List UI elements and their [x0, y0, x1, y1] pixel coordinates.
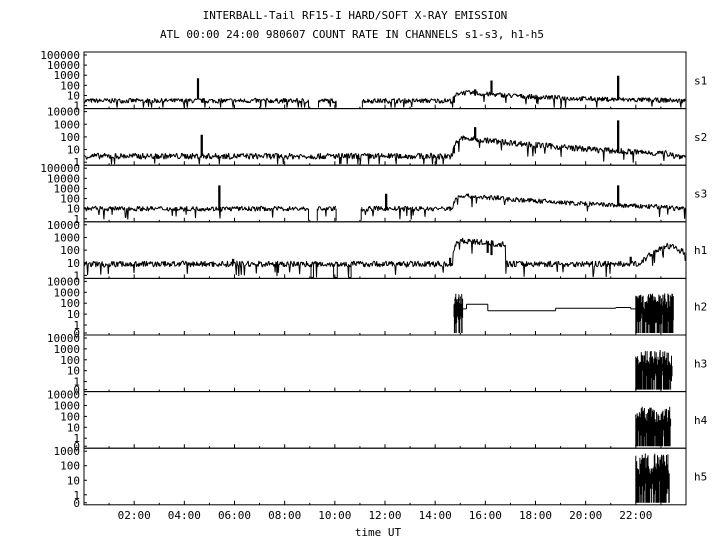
- y-tick-label: 100: [60, 297, 80, 310]
- y-tick-label: 0: [73, 440, 80, 453]
- y-tick-label: 1: [73, 100, 80, 113]
- signal-trace-h4: [635, 406, 672, 447]
- y-tick-label: 10: [67, 365, 80, 378]
- panels: 100000100001000100101s1100001000100101s2…: [40, 49, 707, 510]
- x-axis-label: time UT: [355, 526, 402, 539]
- y-tick-label: 1000: [54, 400, 81, 413]
- signal-trace-s1: [84, 75, 686, 108]
- x-tick-label: 16:00: [469, 509, 502, 522]
- x-tick-label: 22:00: [619, 509, 652, 522]
- y-tick-label: 1000: [54, 118, 81, 131]
- y-tick-label: 10000: [47, 59, 80, 72]
- y-tick-label: 1000: [54, 182, 81, 195]
- y-tick-label: 10: [67, 89, 80, 102]
- chart-title: INTERBALL-Tail RF15-I HARD/SOFT X-RAY EM…: [203, 9, 508, 22]
- panel-frame: [83, 277, 687, 336]
- panel-frame: [83, 164, 687, 223]
- y-tick-label: 0: [73, 327, 80, 340]
- y-tick-label: 100: [60, 131, 80, 144]
- y-tick-label: 10000: [47, 172, 80, 185]
- y-tick-label: 100: [60, 410, 80, 423]
- x-tick-label: 18:00: [519, 509, 552, 522]
- y-tick-label: 100: [60, 244, 80, 257]
- y-tick-label: 100000: [40, 162, 80, 175]
- y-tick-label: 0: [73, 497, 80, 510]
- channel-label-s1: s1: [694, 74, 707, 87]
- y-tick-label: 1000: [54, 343, 81, 356]
- panel-frame: [83, 221, 687, 279]
- y-tick-label: 1: [73, 269, 80, 282]
- chart-subtitle: ATL 00:00 24:00 980607 COUNT RATE IN CHA…: [160, 28, 544, 41]
- x-tick-label: 08:00: [268, 509, 301, 522]
- x-tick-label: 10:00: [318, 509, 351, 522]
- y-tick-label: 10000: [47, 332, 80, 345]
- x-tick-label: 12:00: [368, 509, 401, 522]
- y-tick-label: 1: [73, 376, 80, 389]
- signal-trace-h5: [635, 453, 670, 503]
- y-tick-label: 100: [60, 460, 80, 473]
- channel-label-h2: h2: [694, 301, 707, 314]
- x-tick-label: 14:00: [419, 509, 452, 522]
- y-tick-label: 10: [67, 421, 80, 434]
- x-tick-label: 02:00: [118, 509, 151, 522]
- y-tick-label: 1: [73, 156, 80, 169]
- y-tick-label: 10: [67, 474, 80, 487]
- signal-trace-s2: [84, 120, 686, 165]
- signal-trace-h2: [453, 293, 674, 333]
- y-tick-label: 1: [73, 432, 80, 445]
- y-tick-label: 100: [60, 79, 80, 92]
- y-tick-label: 10: [67, 203, 80, 216]
- panel-frame: [83, 334, 687, 393]
- channel-label-h4: h4: [694, 414, 708, 427]
- y-tick-label: 1000: [54, 286, 81, 299]
- channel-label-s3: s3: [694, 188, 707, 201]
- channel-label-h3: h3: [694, 357, 707, 370]
- channel-label-s2: s2: [694, 131, 707, 144]
- y-tick-label: 100: [60, 193, 80, 206]
- y-tick-label: 100000: [40, 49, 80, 62]
- y-tick-label: 1: [73, 319, 80, 332]
- y-tick-label: 10000: [47, 389, 80, 402]
- y-tick-label: 1000: [54, 69, 81, 82]
- y-tick-label: 10: [67, 257, 80, 270]
- y-tick-label: 1000: [54, 231, 81, 244]
- y-tick-label: 10: [67, 144, 80, 157]
- y-tick-label: 1000: [54, 445, 81, 458]
- channel-label-h1: h1: [694, 244, 707, 257]
- x-tick-label: 20:00: [569, 509, 602, 522]
- y-tick-label: 1: [73, 213, 80, 226]
- signal-trace-h3: [635, 350, 673, 390]
- y-tick-label: 10000: [47, 219, 80, 232]
- y-tick-label: 0: [73, 384, 80, 397]
- x-axis: 02:00 04:00 06:00 08:00 10:00 12:00 14:00 16:00…: [118, 509, 653, 522]
- y-tick-label: 1: [73, 489, 80, 502]
- panel-frame: [83, 447, 687, 506]
- panel-frame: [83, 391, 687, 449]
- signal-trace-s3: [84, 185, 686, 221]
- y-tick-label: 10000: [47, 106, 80, 119]
- x-tick-label: 04:00: [168, 509, 201, 522]
- y-tick-label: 10000: [47, 275, 80, 288]
- channel-label-h5: h5: [694, 471, 707, 484]
- y-tick-label: 100: [60, 354, 80, 367]
- signal-trace-h1: [84, 237, 686, 278]
- x-tick-label: 06:00: [218, 509, 251, 522]
- y-tick-label: 10: [67, 308, 80, 321]
